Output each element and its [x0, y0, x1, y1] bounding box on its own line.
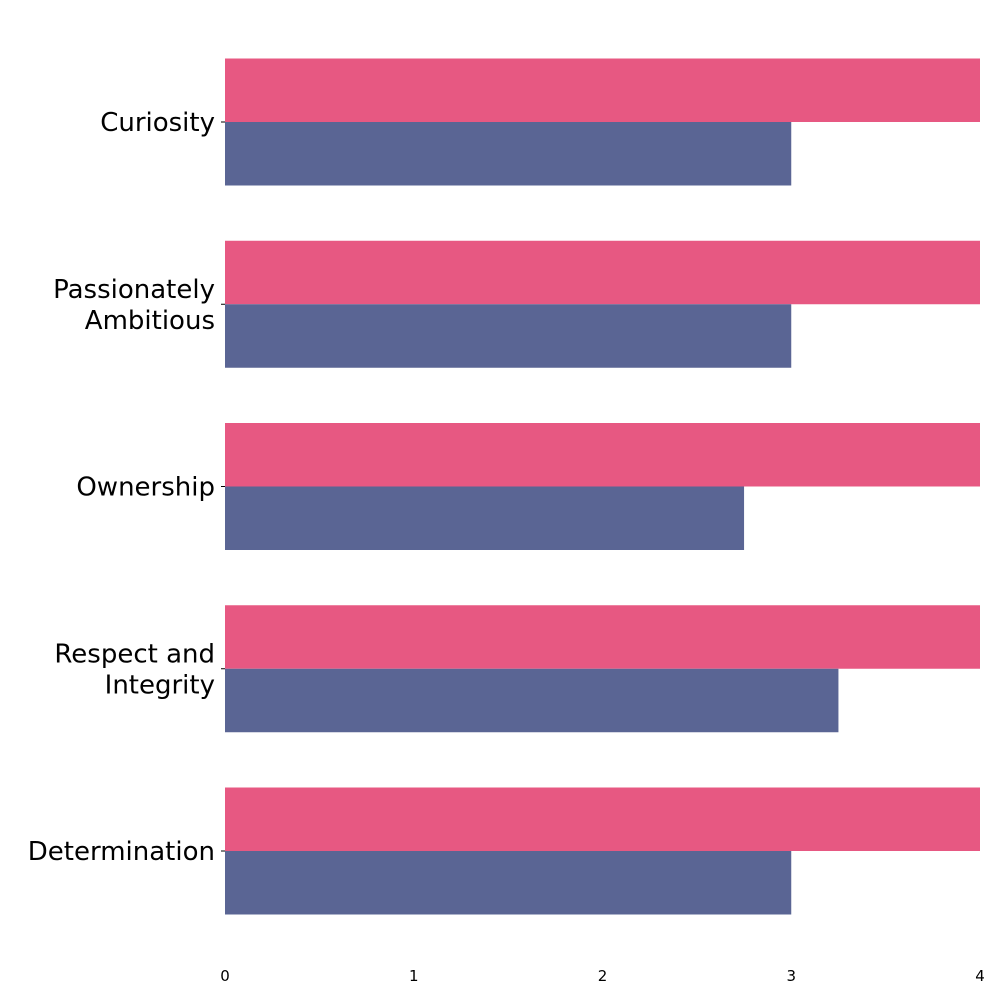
bar-0-series-1: [225, 122, 792, 186]
bar-4-series-0: [225, 787, 980, 851]
x-tick-label: 1: [409, 967, 419, 985]
x-tick-label: 2: [598, 967, 608, 985]
category-label: Determination: [28, 837, 215, 867]
x-tick-label: 3: [786, 967, 796, 985]
bars-group: [225, 58, 980, 915]
bar-3-series-0: [225, 605, 980, 669]
x-tick-label: 0: [220, 967, 230, 985]
category-label-line: Determination: [28, 837, 215, 867]
category-label-line: Ambitious: [85, 306, 215, 336]
x-tick-label: 4: [975, 967, 985, 985]
bar-2-series-0: [225, 423, 980, 487]
bar-1-series-1: [225, 304, 792, 368]
category-label: Ownership: [76, 473, 215, 503]
category-label-line: Curiosity: [100, 108, 215, 138]
category-label: Passionately Ambitious: [53, 275, 215, 336]
category-label: Curiosity: [100, 108, 215, 138]
bar-4-series-1: [225, 851, 792, 915]
x-axis-ticks: 0 1 2 3 4: [220, 967, 985, 985]
category-label-line: Ownership: [76, 473, 215, 503]
category-label-line: Passionately: [53, 275, 215, 305]
category-label: Respect and Integrity: [54, 639, 215, 700]
bar-2-series-1: [225, 486, 745, 550]
bar-0-series-0: [225, 58, 980, 122]
bar-1-series-0: [225, 240, 980, 305]
category-label-line: Respect and: [54, 639, 215, 669]
category-label-line: Integrity: [105, 670, 215, 700]
category-labels: Curiosity Passionately Ambitious Ownership R…: [28, 108, 225, 867]
bar-3-series-1: [225, 668, 839, 733]
